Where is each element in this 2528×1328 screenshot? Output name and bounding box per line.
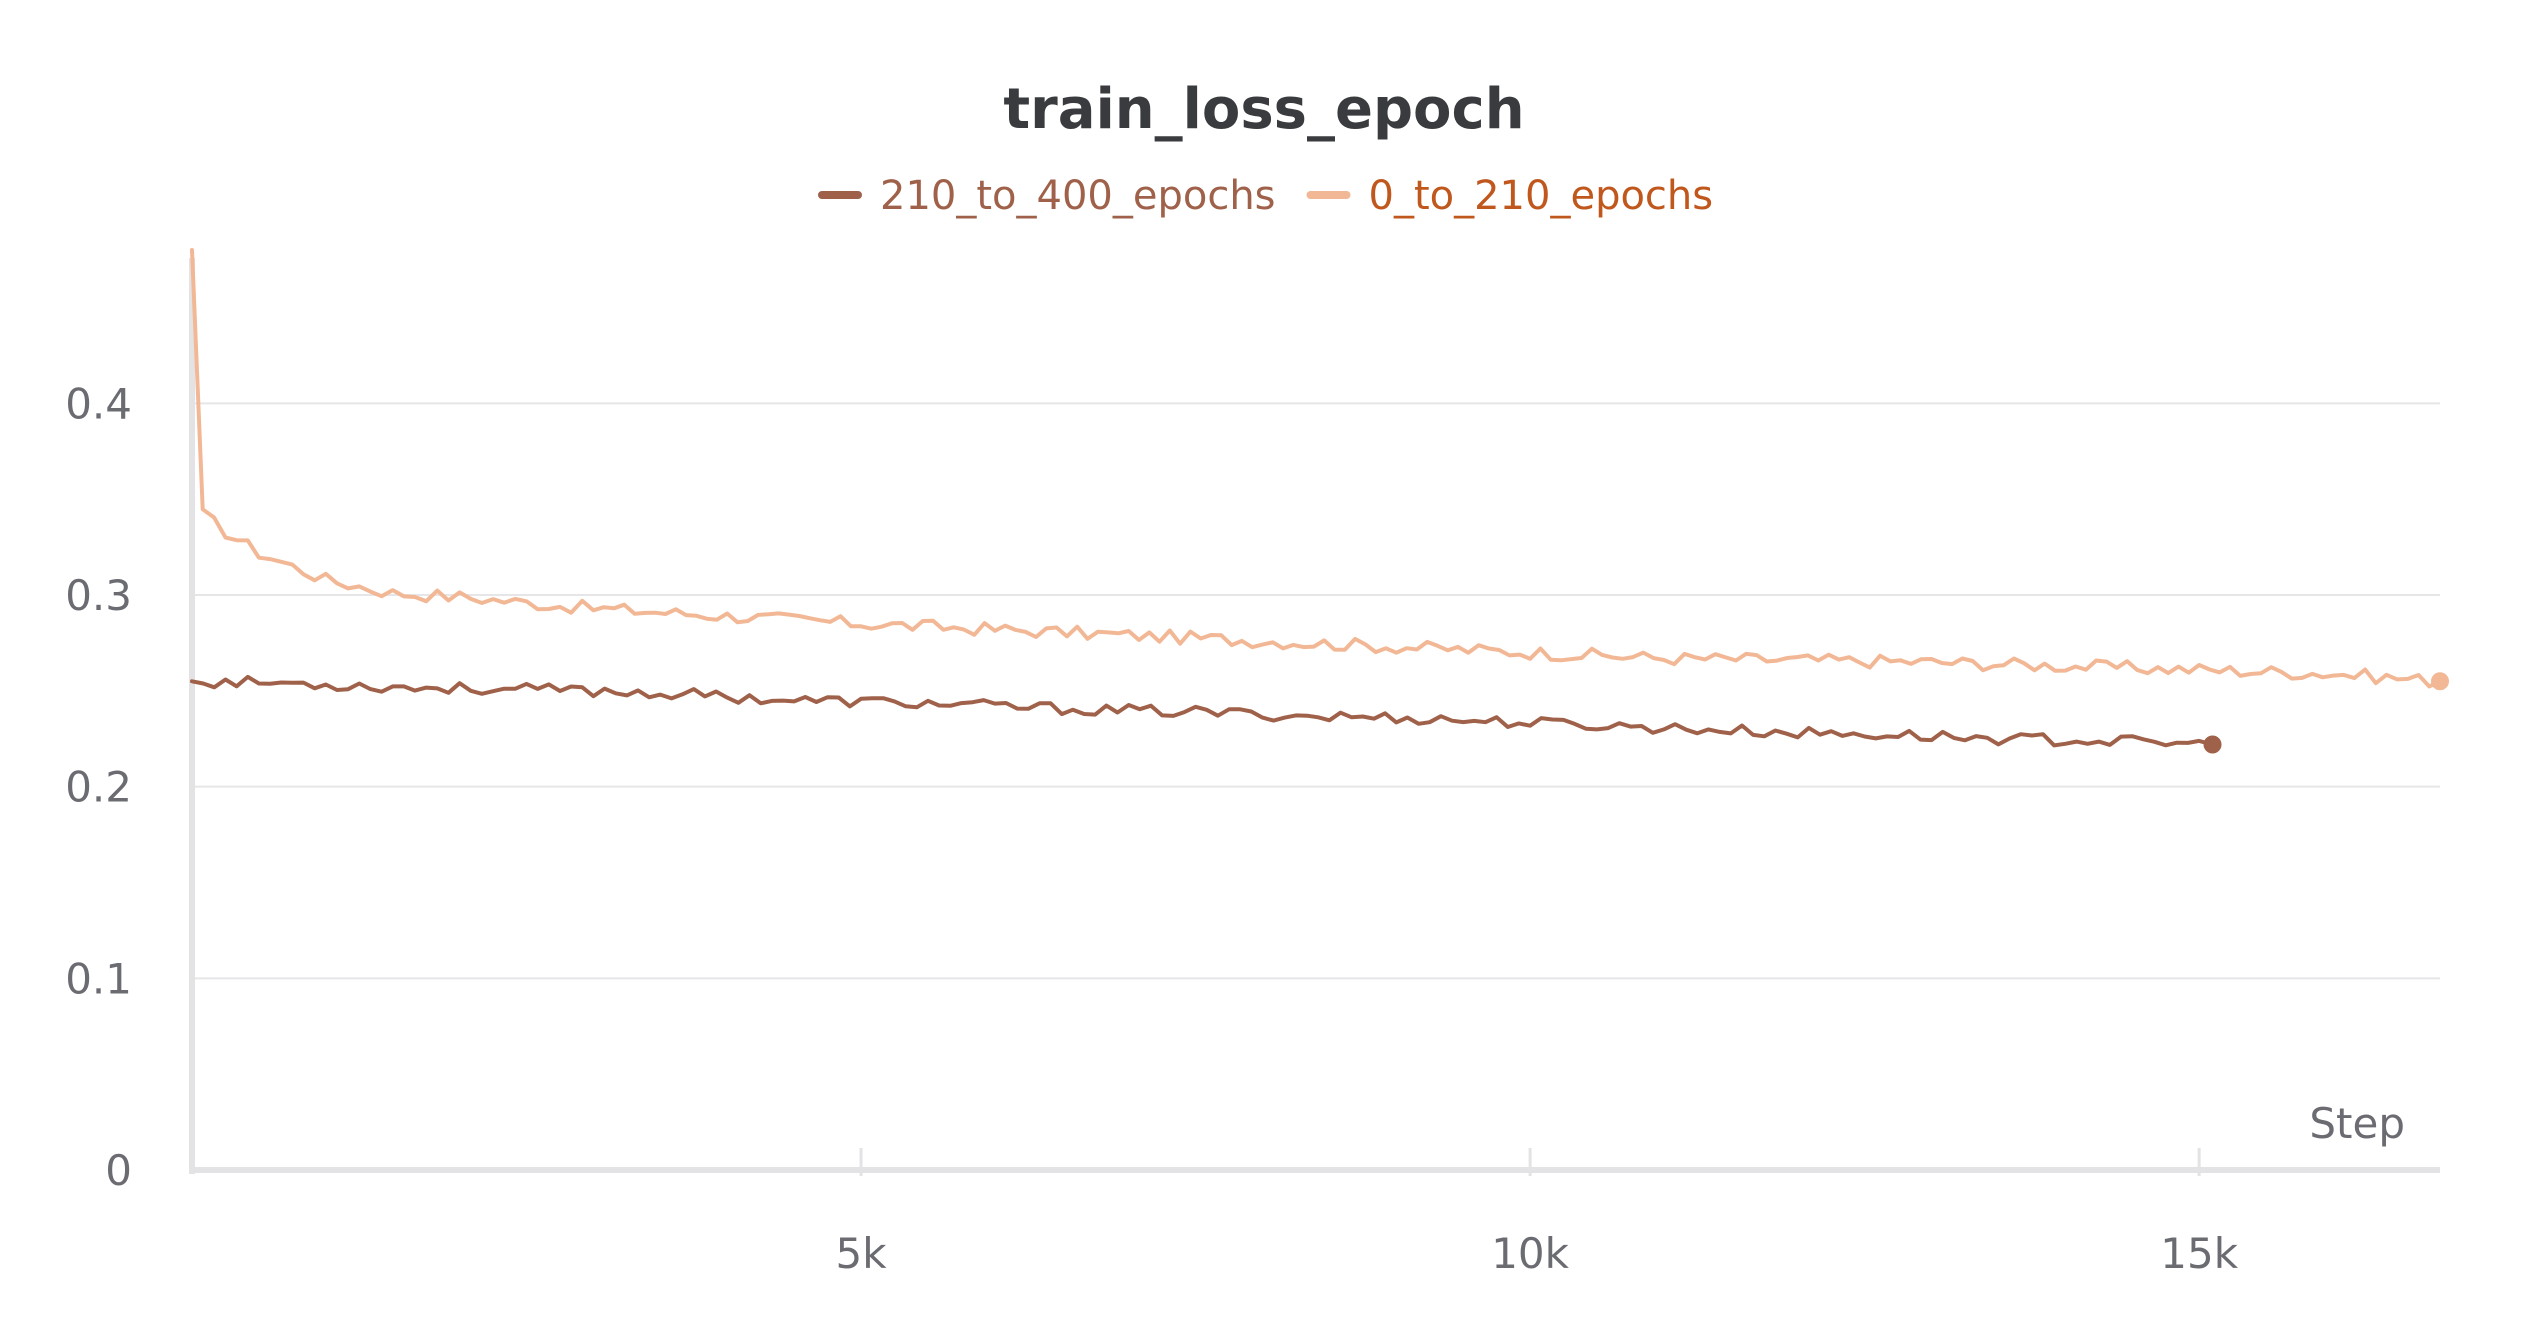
axes: 0 0.1 0.2 0.3 0.4 5k 10k 15k	[65, 258, 2440, 1278]
y-tick-label: 0	[105, 1146, 132, 1195]
legend-label: 0_to_210_epochs	[1369, 173, 1714, 219]
x-tick-label: 10k	[1491, 1229, 1569, 1278]
series-line-210_to_400_epochs	[190, 674, 2215, 748]
legend-item[interactable]: 210_to_400_epochs	[818, 173, 1276, 219]
series-lines	[190, 248, 2449, 754]
series-end-point	[2203, 735, 2222, 754]
series-line-0_to_210_epochs	[190, 248, 2442, 689]
x-tick-label: 15k	[2160, 1229, 2238, 1278]
x-axis-label: Step	[2309, 1099, 2405, 1148]
y-tick-label: 0.4	[65, 379, 132, 428]
grid	[192, 402, 2440, 980]
legend: 210_to_400_epochs 0_to_210_epochs	[818, 173, 1714, 219]
chart-title: train_loss_epoch	[1003, 77, 1524, 142]
legend-item[interactable]: 0_to_210_epochs	[1306, 173, 1714, 219]
y-tick-label: 0.2	[65, 763, 132, 812]
series-end-point	[2431, 672, 2449, 691]
legend-label: 210_to_400_epochs	[880, 173, 1276, 219]
y-tick-label: 0.1	[65, 954, 132, 1003]
x-tick-label: 5k	[836, 1229, 888, 1278]
y-tick-label: 0.3	[65, 571, 132, 620]
